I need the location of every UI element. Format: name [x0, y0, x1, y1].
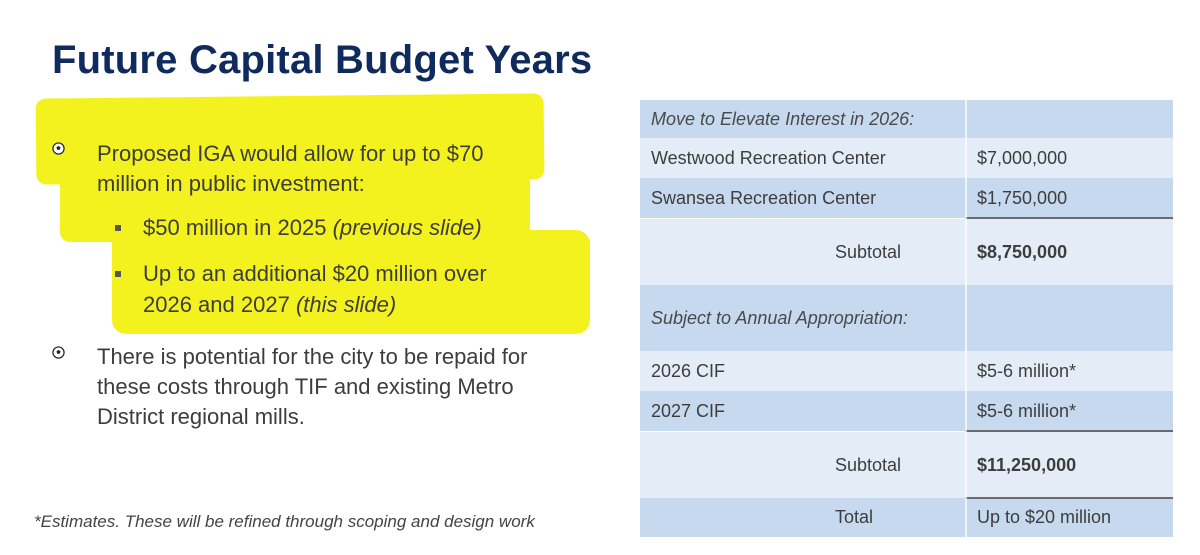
bullet-2-line-1: There is potential for the city to be re…: [97, 344, 528, 369]
bullet-list: Proposed IGA would allow for up to $70 m…: [52, 141, 528, 429]
sub-bullet-1: $50 million in 2025 (previous slide): [143, 212, 482, 244]
column-separator: [965, 100, 967, 537]
subtotal-value: $11,250,000: [965, 432, 1173, 498]
table-row-label: 2027 CIF: [640, 391, 965, 431]
subtotal-value: $8,750,000: [965, 219, 1173, 285]
table-divider: [965, 430, 1173, 432]
table-row-value: $1,750,000: [965, 178, 1173, 218]
soccer-ball-icon: [52, 346, 65, 359]
sub-bullet-1-text: $50 million in 2025: [143, 215, 333, 240]
table-row-value: $5-6 million*: [965, 391, 1173, 431]
soccer-ball-icon: [52, 142, 65, 155]
sub-bullet-2-line-1: Up to an additional $20 million over: [143, 261, 487, 286]
subtotal-label: Subtotal: [640, 432, 965, 498]
bullet-2-line-3: District regional mills.: [97, 404, 305, 429]
total-label: Total: [640, 498, 965, 537]
square-bullet-icon: [115, 225, 121, 231]
total-value: Up to $20 million: [965, 498, 1173, 537]
bullet-1-line-2: million in public investment:: [97, 171, 365, 196]
table-header-elevate: Move to Elevate Interest in 2026:: [640, 100, 1173, 138]
table-row-label: 2026 CIF: [640, 351, 965, 391]
footnote: *Estimates. These will be refined throug…: [34, 512, 535, 531]
square-bullet-icon: [115, 271, 121, 277]
sub-bullet-2-note: (this slide): [295, 292, 397, 317]
table-empty-cell: [965, 285, 1173, 351]
table-header-appropriation: Subject to Annual Appropriation:: [640, 285, 965, 351]
slide-title: Future Capital Budget Years: [52, 38, 593, 82]
sub-bullet-2-text: 2026 and 2027: [143, 292, 296, 317]
bullet-1-line-1: Proposed IGA would allow for up to $70: [97, 141, 484, 166]
subtotal-label: Subtotal: [640, 219, 965, 285]
table-row-label: Westwood Recreation Center: [640, 138, 965, 178]
bullet-2-line-2: these costs through TIF and existing Met…: [97, 374, 514, 399]
sub-bullet-2-line-2: 2026 and 2027 (this slide): [143, 289, 396, 321]
table-row-value: $5-6 million*: [965, 351, 1173, 391]
sub-bullet-1-note: (previous slide): [332, 215, 482, 240]
table-row-value: $7,000,000: [965, 138, 1173, 178]
table-row-label: Swansea Recreation Center: [640, 178, 965, 218]
table-divider: [965, 497, 1173, 499]
table-divider: [965, 217, 1173, 219]
budget-table: Move to Elevate Interest in 2026: Westwo…: [640, 100, 1173, 537]
